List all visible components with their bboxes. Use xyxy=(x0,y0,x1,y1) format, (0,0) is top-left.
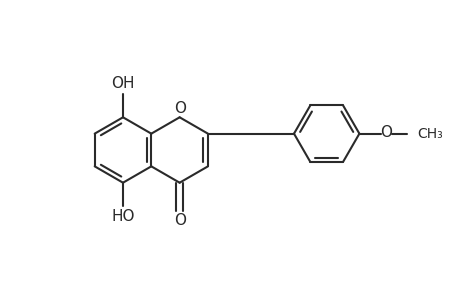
Text: CH₃: CH₃ xyxy=(416,127,442,141)
Text: HO: HO xyxy=(111,208,134,224)
Text: O: O xyxy=(380,125,392,140)
Text: OH: OH xyxy=(111,76,134,92)
Text: O: O xyxy=(174,101,186,116)
Text: O: O xyxy=(173,213,185,228)
